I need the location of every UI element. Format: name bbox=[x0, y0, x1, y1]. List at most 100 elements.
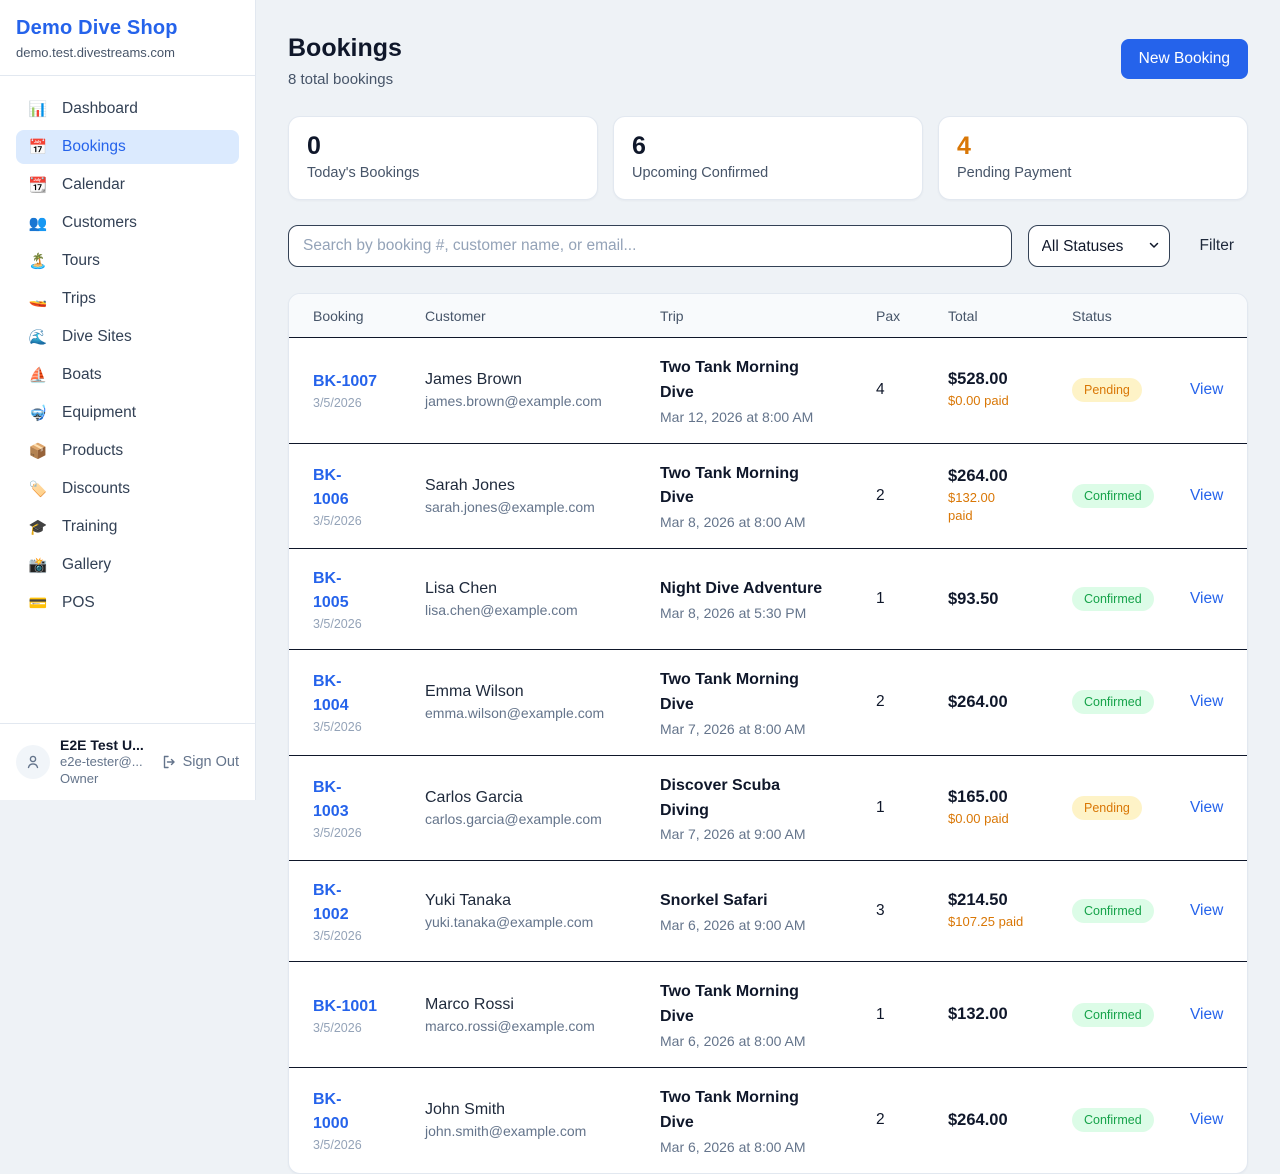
sidebar-item-training[interactable]: 🎓 Training bbox=[28, 518, 118, 536]
user-info: E2E Test U... e2e-tester@... Owner bbox=[60, 736, 144, 788]
booking-number-link[interactable]: BK- 1002 bbox=[313, 882, 349, 924]
booking-number-link[interactable]: BK-1007 bbox=[313, 373, 378, 391]
customer-email: lisa.chen@example.com bbox=[425, 602, 578, 619]
table-body: BK-1007 3/5/2026 James Brown james.brown… bbox=[289, 338, 1247, 1173]
search-input[interactable] bbox=[288, 225, 1012, 267]
status-badge: Confirmed bbox=[1072, 483, 1154, 508]
table-header-row: Booking Customer Trip Pax Total Status bbox=[289, 294, 1247, 338]
customer-email: yuki.tanaka@example.com bbox=[425, 914, 594, 931]
pax-count: 2 bbox=[876, 1111, 885, 1129]
user-footer: E2E Test U... e2e-tester@... Owner Sign … bbox=[0, 723, 255, 800]
stat-card-todays-bookings: 0 Today's Bookings bbox=[288, 116, 598, 200]
table-row: BK-1001 3/5/2026 Marco Rossi marco.rossi… bbox=[289, 962, 1247, 1068]
customer-name: Marco Rossi bbox=[425, 995, 514, 1013]
total-cell: $264.00 bbox=[948, 1111, 1072, 1130]
customer-name: John Smith bbox=[425, 1101, 506, 1119]
view-link[interactable]: View bbox=[1190, 1111, 1224, 1129]
view-link[interactable]: View bbox=[1190, 381, 1224, 399]
customer-cell: Emma Wilson emma.wilson@example.com bbox=[425, 683, 660, 721]
sign-out-icon bbox=[163, 755, 175, 769]
customer-email: marco.rossi@example.com bbox=[425, 1017, 595, 1034]
table-row: BK- 1003 3/5/2026 Carlos Garcia carlos.g… bbox=[289, 756, 1247, 862]
graduation-cap-icon: 🎓 bbox=[28, 518, 48, 536]
sidebar-item-trips[interactable]: 🚤 Trips bbox=[28, 290, 96, 308]
brand: Demo Dive Shop demo.test.divestreams.com bbox=[0, 0, 255, 76]
stat-label: Pending Payment bbox=[957, 165, 1072, 181]
paid-amount: $107.25 paid bbox=[948, 914, 1024, 930]
sidebar-item-gallery[interactable]: 📸 Gallery bbox=[28, 556, 112, 574]
status-cell: Confirmed bbox=[1072, 899, 1190, 924]
status-cell: Pending bbox=[1072, 378, 1190, 403]
stat-label: Today's Bookings bbox=[307, 165, 420, 181]
customer-cell: Yuki Tanaka yuki.tanaka@example.com bbox=[425, 892, 660, 930]
actions-cell: View bbox=[1190, 381, 1223, 399]
booking-number-link[interactable]: BK- 1003 bbox=[313, 779, 349, 821]
status-cell: Confirmed bbox=[1072, 1108, 1190, 1133]
table-row: BK-1007 3/5/2026 James Brown james.brown… bbox=[289, 338, 1247, 444]
sidebar-item-dive-sites[interactable]: 🌊 Dive Sites bbox=[28, 328, 132, 346]
trip-cell: Two Tank Morning Dive Mar 12, 2026 at 8:… bbox=[660, 356, 876, 425]
booking-number-link[interactable]: BK-1001 bbox=[313, 997, 378, 1015]
actions-cell: View bbox=[1190, 799, 1223, 817]
total-amount: $264.00 bbox=[948, 466, 1008, 485]
trip-name: Two Tank Morning Dive bbox=[660, 671, 799, 713]
status-filter-select[interactable]: All Statuses bbox=[1027, 225, 1170, 267]
paid-amount: $132.00 paid bbox=[948, 489, 995, 523]
stat-label: Upcoming Confirmed bbox=[632, 165, 769, 181]
customer-name: James Brown bbox=[425, 371, 522, 389]
customer-cell: Lisa Chen lisa.chen@example.com bbox=[425, 580, 660, 618]
sign-out-label: Sign Out bbox=[182, 754, 239, 771]
sidebar-item-dashboard[interactable]: 📊 Dashboard bbox=[28, 100, 138, 118]
view-link[interactable]: View bbox=[1190, 1005, 1224, 1023]
diving-mask-icon: 🤿 bbox=[28, 404, 48, 422]
booking-number-link[interactable]: BK- 1000 bbox=[313, 1091, 349, 1133]
sidebar-item-tours[interactable]: 🏝️ Tours bbox=[28, 252, 100, 270]
status-cell: Pending bbox=[1072, 796, 1190, 821]
view-link[interactable]: View bbox=[1190, 902, 1224, 920]
sidebar-item-discounts[interactable]: 🏷️ Discounts bbox=[28, 480, 131, 498]
trip-datetime: Mar 6, 2026 at 8:00 AM bbox=[660, 1138, 806, 1155]
booking-number-link[interactable]: BK- 1005 bbox=[313, 570, 349, 612]
sailboat-icon: ⛵ bbox=[28, 366, 48, 384]
booking-cell: BK-1001 3/5/2026 bbox=[313, 995, 425, 1035]
booking-cell: BK- 1000 3/5/2026 bbox=[313, 1088, 425, 1152]
sidebar-item-bookings[interactable]: 📅 Bookings bbox=[16, 130, 239, 164]
booking-number-link[interactable]: BK- 1006 bbox=[313, 466, 349, 508]
view-link[interactable]: View bbox=[1190, 693, 1224, 711]
stat-value: 6 bbox=[632, 132, 646, 160]
view-link[interactable]: View bbox=[1190, 799, 1224, 817]
filter-button[interactable]: Filter bbox=[1199, 237, 1234, 254]
total-cell: $264.00 bbox=[948, 693, 1072, 712]
sidebar-item-equipment[interactable]: 🤿 Equipment bbox=[28, 404, 137, 422]
status-badge: Confirmed bbox=[1072, 587, 1154, 612]
sidebar: Demo Dive Shop demo.test.divestreams.com… bbox=[0, 0, 256, 800]
sidebar-item-products[interactable]: 📦 Products bbox=[28, 442, 124, 460]
sign-out-button[interactable]: Sign Out bbox=[161, 754, 239, 770]
booking-date: 3/5/2026 bbox=[313, 720, 362, 735]
view-link[interactable]: View bbox=[1190, 590, 1224, 608]
sidebar-item-customers[interactable]: 👥 Customers bbox=[28, 214, 137, 232]
total-amount: $132.00 bbox=[948, 1005, 1008, 1024]
booking-cell: BK- 1005 3/5/2026 bbox=[313, 567, 425, 631]
speedboat-icon: 🚤 bbox=[28, 290, 48, 308]
sidebar-item-boats[interactable]: ⛵ Boats bbox=[28, 366, 102, 384]
page-header: Bookings 8 total bookings New Booking bbox=[288, 34, 1248, 88]
booking-date: 3/5/2026 bbox=[313, 826, 362, 841]
sidebar-item-calendar[interactable]: 📆 Calendar bbox=[28, 176, 125, 194]
bar-chart-icon: 📊 bbox=[28, 100, 48, 118]
total-amount: $93.50 bbox=[948, 589, 999, 608]
stat-value: 0 bbox=[307, 132, 321, 160]
booking-date: 3/5/2026 bbox=[313, 929, 362, 944]
trip-cell: Two Tank Morning Dive Mar 7, 2026 at 8:0… bbox=[660, 668, 876, 737]
booking-number-link[interactable]: BK- 1004 bbox=[313, 673, 349, 715]
sidebar-item-pos[interactable]: 💳 POS bbox=[28, 594, 95, 612]
actions-cell: View bbox=[1190, 1111, 1223, 1129]
new-booking-button[interactable]: New Booking bbox=[1120, 39, 1248, 79]
trip-name: Two Tank Morning Dive bbox=[660, 359, 799, 401]
pax-count: 3 bbox=[876, 902, 885, 920]
total-cell: $132.00 bbox=[948, 1005, 1072, 1024]
trip-name: Discover Scuba Diving bbox=[660, 776, 781, 819]
column-header-trip: Trip bbox=[660, 307, 684, 324]
status-badge: Pending bbox=[1072, 796, 1142, 821]
view-link[interactable]: View bbox=[1190, 486, 1224, 504]
